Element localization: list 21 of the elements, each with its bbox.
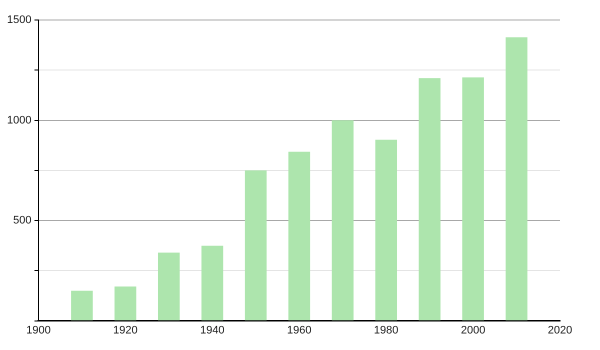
y-tick-label: 1500 xyxy=(6,14,32,26)
bar xyxy=(71,290,93,320)
x-tick-label: 1920 xyxy=(113,324,138,336)
bar xyxy=(201,246,224,320)
bar xyxy=(158,252,180,320)
y-tick-label: 500 xyxy=(13,214,32,227)
bar xyxy=(506,37,528,320)
x-tick-label: 2020 xyxy=(548,324,572,336)
x-tick-label: 1940 xyxy=(200,324,225,336)
bar xyxy=(332,120,354,320)
x-tick-label: 1900 xyxy=(26,324,51,336)
bar xyxy=(462,77,484,320)
bar xyxy=(114,286,136,320)
bar xyxy=(288,152,310,320)
x-tick-label: 1980 xyxy=(374,324,398,336)
x-tick-label: 2000 xyxy=(460,324,486,336)
x-tick-label: 1960 xyxy=(286,324,312,336)
bar xyxy=(375,140,398,320)
bar xyxy=(418,78,440,320)
bar xyxy=(244,170,267,320)
y-tick-label: 1000 xyxy=(6,114,32,126)
